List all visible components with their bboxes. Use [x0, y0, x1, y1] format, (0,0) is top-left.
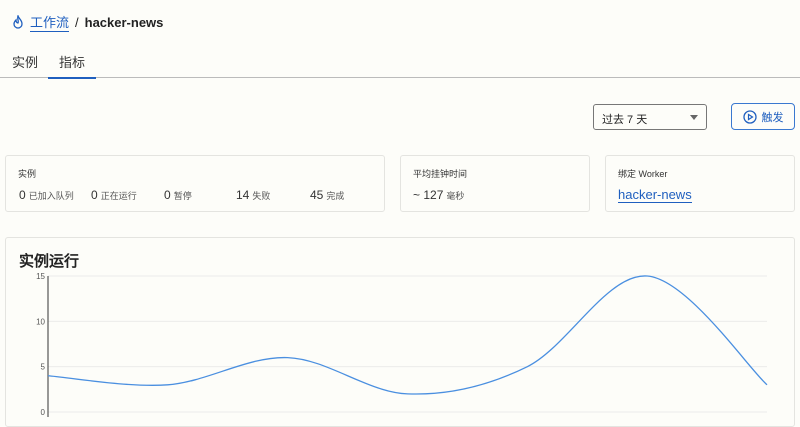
breadcrumb-parent-link[interactable]: 工作流 [30, 12, 70, 32]
chart-title: 实例运行 [19, 253, 80, 270]
time-range-select[interactable]: 过去 7 天 [593, 104, 707, 130]
time-range-value: 过去 7 天 [602, 114, 648, 126]
tab-metrics[interactable]: 指标 [47, 52, 97, 79]
breadcrumb-separator: / [75, 14, 79, 30]
workflow-flame-icon [13, 15, 23, 29]
worker-link[interactable]: hacker-news [618, 187, 692, 203]
worker-card: 绑定 Worker hacker-news [605, 155, 795, 212]
tab-instances[interactable]: 实例 [12, 55, 39, 70]
instance-runs-chart: 0 5 10 15 [36, 272, 768, 417]
y-tick-label: 0 [41, 408, 46, 417]
trigger-label: 触发 [761, 111, 784, 124]
tab-bar: 实例 指标 [0, 44, 800, 79]
stat-queued: 0 已加入队列 [19, 188, 74, 202]
wall-time-value: ~ 127 毫秒 [413, 188, 465, 202]
instances-title: 实例 [18, 169, 37, 179]
wall-time-title: 平均挂钟时间 [413, 169, 468, 179]
y-tick-label: 10 [36, 317, 45, 326]
y-tick-label: 5 [41, 363, 46, 372]
stat-paused: 0 暂停 [164, 188, 192, 202]
stat-complete: 45 完成 [310, 188, 345, 202]
y-tick-label: 15 [36, 272, 45, 281]
trigger-button[interactable]: 触发 [731, 103, 795, 130]
breadcrumb-current: hacker-news [84, 14, 164, 30]
breadcrumb: 工作流 / hacker-news [12, 12, 163, 32]
series-line [47, 275, 768, 395]
chevron-down-icon [690, 115, 698, 120]
stat-failed: 14 失败 [236, 188, 271, 202]
wall-time-card: 平均挂钟时间 ~ 127 毫秒 [400, 155, 590, 212]
stat-running: 0 正在运行 [91, 188, 137, 202]
worker-title: 绑定 Worker [618, 169, 668, 179]
play-circle-icon [742, 109, 757, 124]
instances-card: 实例 0 已加入队列 0 正在运行 0 暂停 14 失败 45 完成 [5, 155, 385, 212]
